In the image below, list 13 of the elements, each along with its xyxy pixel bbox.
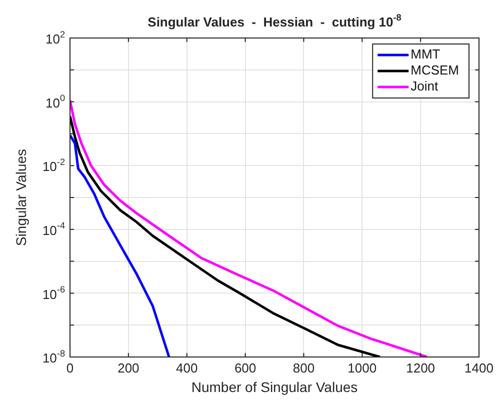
legend-label: Joint — [410, 78, 438, 94]
x-axis-title: Number of Singular Values — [191, 378, 358, 395]
x-tick-label: 0 — [66, 360, 74, 376]
x-tick-label: 600 — [234, 360, 256, 376]
legend-label: MCSEM — [410, 62, 459, 78]
x-tick-label: 1200 — [406, 360, 436, 376]
legend-label: MMT — [410, 46, 440, 62]
x-tick-label: 800 — [292, 360, 315, 376]
x-tick-label: 200 — [118, 360, 140, 376]
x-tick-label: 400 — [176, 360, 198, 376]
x-tick-label: 1000 — [348, 360, 377, 376]
y-axis-title: Singular Values — [12, 148, 29, 246]
x-tick-label: 1400 — [464, 360, 494, 376]
